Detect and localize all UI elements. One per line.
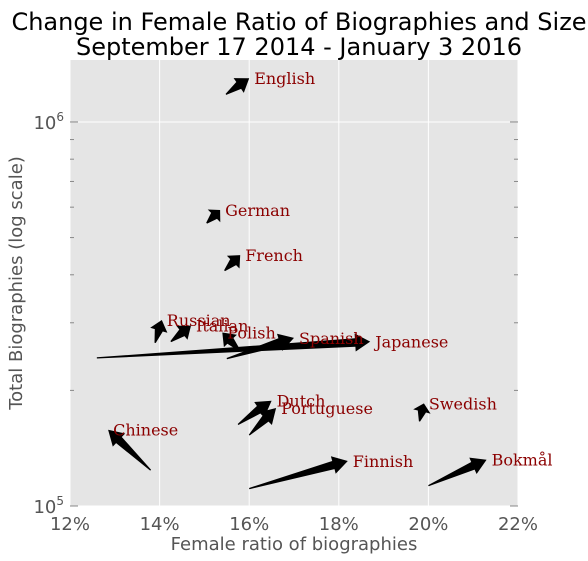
label-finnish: Finnish <box>353 452 413 471</box>
label-french: French <box>245 246 303 265</box>
x-tick-label: 20% <box>408 514 448 535</box>
label-spanish: Spanish <box>299 329 364 348</box>
y-tick-label: 106 <box>33 110 64 134</box>
x-tick-label: 14% <box>140 514 180 535</box>
label-bokmål: Bokmål <box>492 451 553 470</box>
x-axis-label: Female ratio of biographies <box>171 534 418 555</box>
label-swedish: Swedish <box>429 394 497 413</box>
label-chinese: Chinese <box>113 421 178 440</box>
label-portuguese: Portuguese <box>281 399 373 418</box>
x-tick-label: 18% <box>319 514 359 535</box>
label-polish: Polish <box>227 324 275 343</box>
chart-title-line2: September 17 2014 - January 3 2016 <box>76 33 522 61</box>
x-tick-label: 16% <box>229 514 269 535</box>
label-english: English <box>254 69 315 88</box>
label-german: German <box>225 201 290 220</box>
y-axis-label: Total Biographies (log scale) <box>6 156 27 411</box>
label-japanese: Japanese <box>373 333 448 352</box>
x-tick-label: 22% <box>498 514 538 535</box>
chart-title-line1: Change in Female Ratio of Biographies an… <box>11 8 586 36</box>
